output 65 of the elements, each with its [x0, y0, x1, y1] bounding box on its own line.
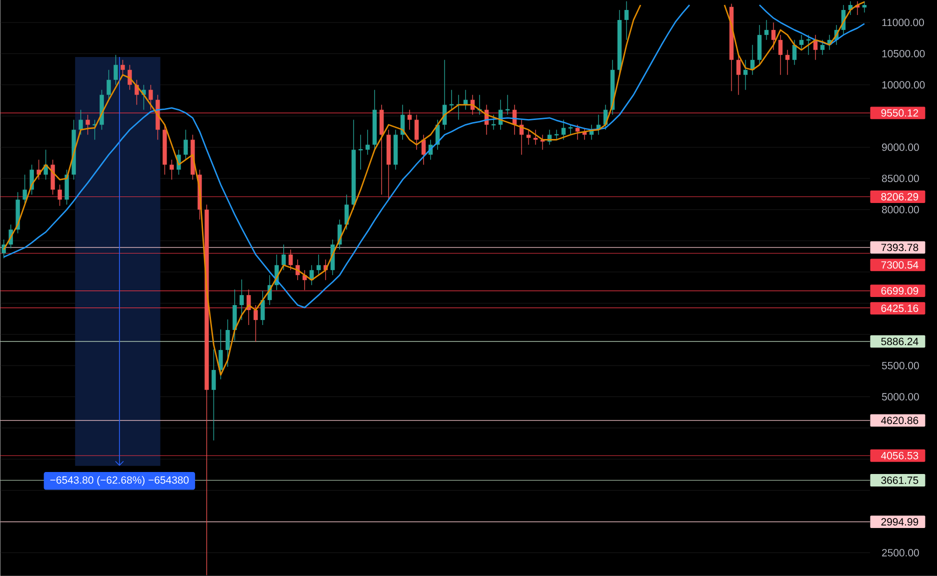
candlestick: [282, 244, 286, 271]
candlestick: [246, 289, 251, 326]
candlestick: [743, 60, 748, 90]
ref-line-label: 3661.75: [881, 476, 918, 484]
candlestick: [764, 20, 769, 40]
candlestick: [170, 159, 174, 180]
candlestick: [218, 329, 223, 380]
candlestick: [288, 249, 293, 271]
candlestick: [128, 64, 132, 90]
annotation: −6543.80 (−62.68%) −654380: [50, 476, 189, 486]
y-tick-label: 8000.00: [882, 206, 919, 214]
ref-line-label: 6425.16: [881, 304, 918, 312]
candlestick: [778, 34, 783, 76]
candlestick: [358, 134, 364, 170]
candlestick: [504, 94, 510, 116]
candlestick: [736, 54, 741, 96]
candlestick: [408, 110, 412, 130]
candlestick: [414, 114, 419, 150]
candlestick: [106, 70, 111, 100]
ref-line-label: 8206.29: [881, 193, 918, 201]
candlestick: [490, 114, 496, 130]
candlestick: [114, 54, 118, 86]
ref-line-label: 7393.78: [881, 244, 918, 252]
candlestick: [624, 0, 629, 40]
candlestick: [366, 130, 370, 156]
candlestick: [448, 90, 454, 110]
ref-line-label: 6699.09: [881, 287, 918, 295]
y-tick-label: 10000.00: [882, 81, 925, 89]
ref-line-label: 9550.12: [881, 109, 918, 117]
candlestick: [86, 114, 90, 136]
candlestick: [92, 120, 98, 140]
candlestick: [792, 40, 797, 66]
y-tick-label: 11000.00: [882, 18, 924, 26]
candlestick: [344, 194, 349, 230]
candlestick: [820, 40, 825, 56]
y-tick-label: 5000.00: [882, 393, 919, 401]
ref-line-label: 2994.99: [881, 518, 918, 526]
candlestick: [254, 304, 258, 342]
y-tick-label: 10500.00: [882, 50, 925, 58]
candlestick: [58, 184, 62, 206]
candlestick: [148, 84, 153, 110]
candlestick: [184, 130, 188, 160]
ref-line-label: 5886.24: [881, 338, 918, 346]
candlestick: [526, 130, 531, 146]
candlestick: [226, 319, 230, 368]
ref-line-label: 4056.53: [881, 452, 918, 460]
candlestick: [120, 60, 125, 76]
ref-line-label: 7300.54: [881, 261, 918, 269]
y-tick-label: 2500.00: [882, 549, 919, 557]
candlestick: [260, 290, 265, 326]
candlestick: [22, 174, 27, 206]
ref-line-label: 4620.86: [881, 416, 918, 424]
y-tick-label: 9000.00: [882, 144, 919, 152]
candlestick: [78, 110, 83, 136]
candlestick: [799, 34, 804, 50]
candlestick: [561, 120, 566, 140]
candlestick: [316, 254, 321, 276]
candlestick: [554, 130, 560, 140]
candlestick: [212, 349, 216, 441]
candlestick: [771, 22, 776, 50]
candlestick: [785, 50, 790, 76]
y-tick-label: 8500.00: [882, 174, 919, 182]
candlestick: [862, 0, 867, 13]
candlestick: [240, 279, 244, 320]
y-tick-label: 5500.00: [882, 362, 919, 370]
